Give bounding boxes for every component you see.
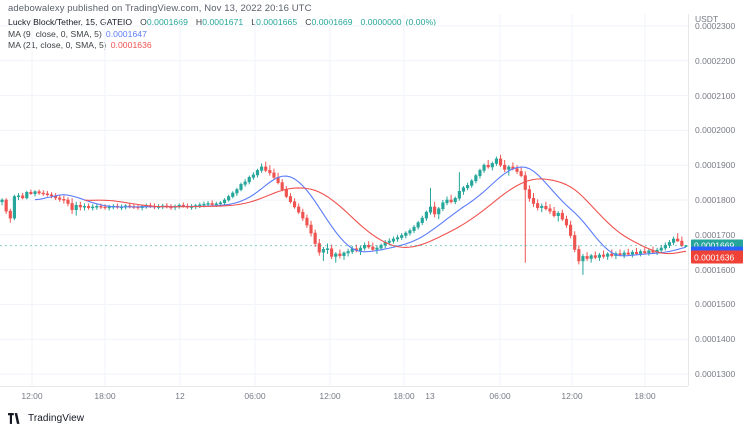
legend-ma21-row[interactable]: MA (21, close, 0, SMA, 5) 0.0001636	[8, 40, 436, 52]
time-tick-label: 18:00	[94, 391, 116, 401]
chart-legend: Lucky Block/Tether, 15, GATEIO O0.0001669…	[8, 17, 436, 52]
tradingview-logo-icon	[8, 413, 20, 424]
legend-ma9-row[interactable]: MA (9, close, 0, SMA, 5) 0.0001647	[8, 29, 436, 41]
time-axis[interactable]: 12:00 18:00 12 06:00 12:00 18:00 13 06:00 12:00 1…	[0, 386, 688, 405]
price-tick-label: 0.0001900	[695, 160, 736, 171]
chart-canvas	[0, 14, 688, 386]
price-tick-label: 0.0002100	[695, 90, 736, 101]
price-tick-label: 0.0001600	[695, 264, 736, 275]
legend-ma21-value: 0.0001636	[110, 40, 152, 50]
legend-high-label: H	[195, 17, 203, 27]
chart-plot-area[interactable]	[0, 14, 688, 386]
price-tick-label: 0.0002300	[695, 20, 736, 31]
time-tick-label: 12	[175, 391, 185, 401]
legend-low-label: L	[251, 17, 257, 27]
legend-open-value: 0.0001669	[146, 17, 188, 27]
price-tick-label: 0.0001500	[695, 299, 736, 310]
attribution-text: adebowalexy published on TradingView.com…	[8, 3, 312, 14]
price-tick-label: 0.0001700	[695, 229, 736, 240]
time-tick-label: 18:00	[393, 391, 415, 401]
time-tick-label: 06:00	[244, 391, 266, 401]
price-tick-label: 0.0002200	[695, 55, 736, 66]
time-tick-label: 12:00	[561, 391, 583, 401]
price-tick-label: 0.0001400	[695, 334, 736, 345]
ma21-badge[interactable]: 0.0001636	[691, 250, 743, 264]
tradingview-footer: TradingView	[8, 413, 84, 424]
price-tick-label: 0.0002000	[695, 125, 736, 136]
time-tick-label: 13	[425, 391, 435, 401]
legend-high-value: 0.0001671	[202, 17, 244, 27]
legend-close-label: C	[305, 17, 312, 27]
time-tick-label: 06:00	[489, 391, 511, 401]
time-tick-label: 12:00	[319, 391, 341, 401]
legend-open-label: O	[140, 17, 147, 27]
time-tick-label: 12:00	[21, 391, 43, 401]
legend-close-value: 0.0001669	[311, 17, 353, 27]
legend-change-abs: 0.0000000	[360, 17, 402, 27]
legend-symbol: Lucky Block/Tether, 15, GATEIO	[8, 17, 133, 27]
legend-ma9-label: MA (9, close, 0, SMA, 5)	[8, 28, 102, 39]
legend-low-value: 0.0001665	[256, 17, 298, 27]
tradingview-brand-text: TradingView	[28, 413, 85, 424]
legend-ma9-value: 0.0001647	[105, 28, 147, 39]
price-tick-label: 0.0001800	[695, 195, 736, 205]
price-axis[interactable]: USDT 0.0002300 0.0002200 0.0002100 0.000200…	[688, 14, 750, 386]
legend-ma21-label: MA (21, close, 0, SMA, 5)	[8, 40, 107, 50]
price-axis-unit: USDT	[695, 14, 719, 24]
price-tick-label: 0.0001300	[695, 369, 736, 380]
time-tick-label: 18:00	[634, 391, 656, 401]
legend-change-pct: (0.00%)	[405, 17, 437, 27]
legend-symbol-row[interactable]: Lucky Block/Tether, 15, GATEIO O0.0001669…	[8, 17, 436, 29]
